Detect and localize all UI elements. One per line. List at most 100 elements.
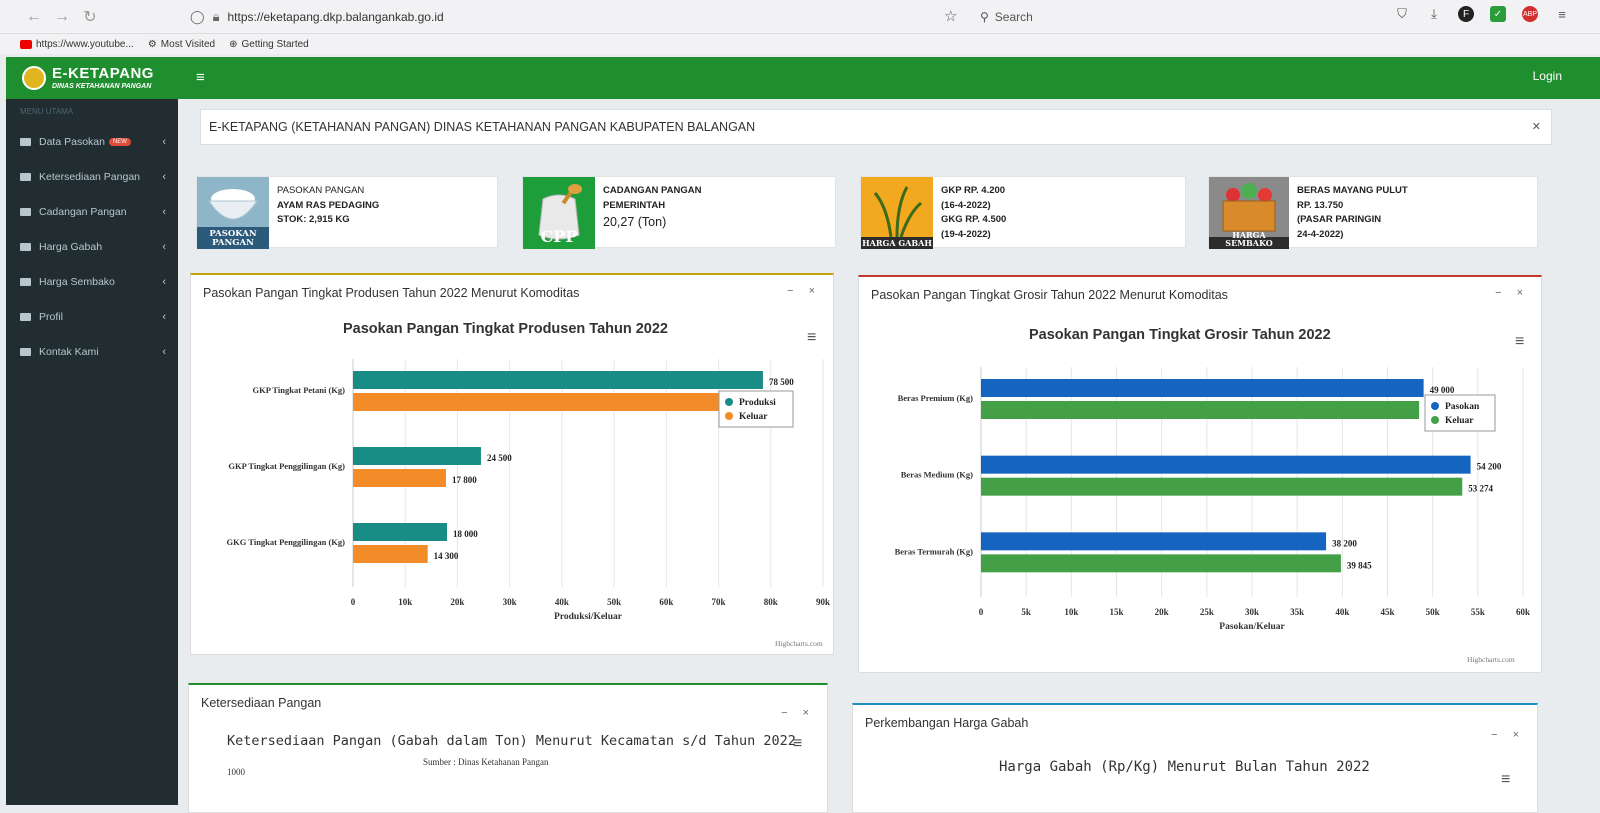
- chevron-left-icon: ‹: [162, 240, 166, 253]
- menu-icon[interactable]: ≡: [1558, 6, 1566, 22]
- legend-marker: [725, 412, 733, 420]
- forward-icon[interactable]: →: [54, 7, 70, 25]
- login-link[interactable]: Login: [1532, 69, 1562, 83]
- grocery-basket-icon: HARGA SEMBAKO: [1209, 177, 1289, 249]
- x-tick-label: 10k: [1064, 607, 1078, 617]
- chart-menu-icon[interactable]: ≡: [807, 329, 817, 346]
- data-label: 14 300: [434, 551, 459, 561]
- category-label: GKP Tingkat Petani (Kg): [253, 385, 346, 395]
- data-label: 39 845: [1347, 560, 1372, 570]
- download-icon[interactable]: ⤓: [1431, 6, 1437, 21]
- emblem-icon: [22, 66, 46, 90]
- bar-keluar: [981, 477, 1463, 496]
- bookmark-youtube[interactable]: https://www.youtube...: [20, 39, 134, 50]
- sidebar-item-harga-gabah[interactable]: Harga Gabah ‹: [6, 229, 178, 264]
- folder-icon: [20, 312, 31, 321]
- sidebar-item-data-pasokan[interactable]: Data Pasokan NEW ‹: [6, 124, 178, 159]
- bookmark-getting-started[interactable]: ⊕ Getting Started: [229, 38, 309, 50]
- panel-tools[interactable]: − ×: [1495, 287, 1529, 299]
- bookmarks-bar: https://www.youtube... ⚙ Most Visited ⊕ Ge…: [0, 34, 1600, 54]
- x-tick-label: 55k: [1471, 607, 1485, 617]
- x-tick-label: 5k: [1021, 607, 1031, 617]
- ketersediaan-panel: Ketersediaan Pangan − × Ketersediaan Pan…: [188, 683, 828, 813]
- search-placeholder: Search: [994, 10, 1033, 24]
- bar-keluar: [353, 469, 446, 487]
- bar-keluar: [353, 545, 428, 563]
- globe-icon: ⊕: [229, 38, 238, 50]
- bookmark-star-icon[interactable]: ☆: [944, 8, 958, 25]
- folder-icon: [20, 137, 31, 146]
- data-label: 54 200: [1477, 462, 1502, 472]
- legend-label: Pasokan: [1445, 402, 1480, 412]
- reload-icon[interactable]: ↻: [83, 8, 97, 26]
- bar-produksi: [353, 523, 447, 541]
- bar-produksi: [353, 371, 763, 389]
- x-tick-label: 90k: [816, 597, 830, 607]
- browser-toolbar: ← → ↻ ◯ 🔒︎ https://eketapang.dkp.balanga…: [0, 0, 1600, 34]
- shield-extension-icon[interactable]: ✓: [1490, 6, 1506, 22]
- back-icon[interactable]: ←: [26, 7, 42, 25]
- legend-marker: [1431, 416, 1439, 424]
- legend-marker: [725, 398, 733, 406]
- sidebar-item-profil[interactable]: Profil ‹: [6, 299, 178, 334]
- info-box-harga-sembako: HARGA SEMBAKO BERAS MAYANG PULUT RP. 13.…: [1208, 176, 1538, 249]
- panel-header: Perkembangan Harga Gabah − ×: [865, 716, 1525, 741]
- chevron-left-icon: ‹: [162, 135, 166, 148]
- adblock-icon[interactable]: ABP: [1522, 6, 1538, 22]
- legend-label: Produksi: [739, 398, 776, 408]
- x-tick-label: 25k: [1200, 607, 1214, 617]
- chart-credit[interactable]: Highcharts.com: [775, 639, 823, 648]
- category-label: Beras Medium (Kg): [901, 470, 973, 480]
- chevron-left-icon: ‹: [162, 170, 166, 183]
- bookmark-most-visited[interactable]: ⚙ Most Visited: [147, 38, 216, 50]
- legend-box: [1424, 394, 1496, 432]
- chart-credit[interactable]: Highcharts.com: [1467, 655, 1515, 664]
- search-input[interactable]: ⚲ Search: [980, 4, 1360, 30]
- close-icon[interactable]: ✕: [1531, 121, 1541, 133]
- chart-title: Pasokan Pangan Tingkat Produsen Tahun 20…: [343, 321, 668, 337]
- x-tick-label: 0: [351, 597, 356, 607]
- panel-header: Ketersediaan Pangan − ×: [201, 696, 815, 719]
- data-label: 78 500: [769, 377, 794, 387]
- x-tick-label: 15k: [1109, 607, 1123, 617]
- x-tick-label: 30k: [1245, 607, 1259, 617]
- sidebar-toggle-icon[interactable]: ≡: [196, 69, 205, 86]
- youtube-icon: [20, 39, 32, 49]
- data-label: 17 800: [452, 475, 477, 485]
- notice-banner: E-KETAPANG (KETAHANAN PANGAN) DINAS KETA…: [200, 109, 1552, 145]
- category-label: Beras Termurah (Kg): [895, 546, 974, 556]
- panel-tools[interactable]: − ×: [781, 707, 815, 719]
- rice-bowl-graphic: [197, 189, 269, 249]
- data-label: 49 000: [1430, 385, 1455, 395]
- logo[interactable]: E-KETAPANG DINAS KETAHANAN PANGAN: [6, 57, 178, 99]
- chart-menu-icon[interactable]: ≡: [1515, 333, 1525, 350]
- legend-box: [718, 390, 794, 428]
- y-tick: 1000: [227, 767, 245, 777]
- grosir-chart-panel: Pasokan Pangan Tingkat Grosir Tahun 2022…: [858, 275, 1542, 673]
- sidebar-item-cadangan-pangan[interactable]: Cadangan Pangan ‹: [6, 194, 178, 229]
- sidebar-item-kontak-kami[interactable]: Kontak Kami ‹: [6, 334, 178, 369]
- sidebar-item-ketersediaan-pangan[interactable]: Ketersediaan Pangan ‹: [6, 159, 178, 194]
- extension-f-icon[interactable]: F: [1458, 6, 1474, 22]
- pocket-icon[interactable]: ⛉: [1397, 6, 1407, 21]
- panel-tools[interactable]: − ×: [1491, 729, 1525, 741]
- produsen-bar-chart: 0 10k 20k 30k 40k 50k 60k 70k 80k 90k Produksi/Kel…: [227, 359, 830, 622]
- chart-menu-icon[interactable]: ≡: [793, 735, 803, 752]
- x-tick-label: 0: [979, 607, 984, 617]
- x-tick-label: 40k: [1335, 607, 1349, 617]
- chart-menu-icon[interactable]: ≡: [1501, 771, 1511, 788]
- grocery-basket-graphic: [1209, 183, 1289, 249]
- panel-header: Pasokan Pangan Tingkat Produsen Tahun 20…: [203, 285, 821, 300]
- new-badge: NEW: [108, 137, 131, 146]
- category-label: GKG Tingkat Penggilingan (Kg): [227, 537, 346, 547]
- sidebar-item-harga-sembako[interactable]: Harga Sembako ‹: [6, 264, 178, 299]
- logo-title: E-KETAPANG: [52, 65, 154, 82]
- harga-gabah-panel: Perkembangan Harga Gabah − × Harga Gabah…: [852, 703, 1538, 813]
- panel-tools[interactable]: − ×: [787, 285, 821, 297]
- x-tick-label: 60k: [659, 597, 673, 607]
- address-bar[interactable]: ◯ 🔒︎ https://eketapang.dkp.balangankab.g…: [190, 5, 930, 29]
- chart-title: Pasokan Pangan Tingkat Grosir Tahun 2022: [1029, 327, 1331, 343]
- legend-label: Keluar: [739, 412, 768, 422]
- data-label: 38 200: [1332, 538, 1357, 548]
- browser-extensions: ⛉ ⤓ F ✓ ABP ≡: [1394, 6, 1570, 22]
